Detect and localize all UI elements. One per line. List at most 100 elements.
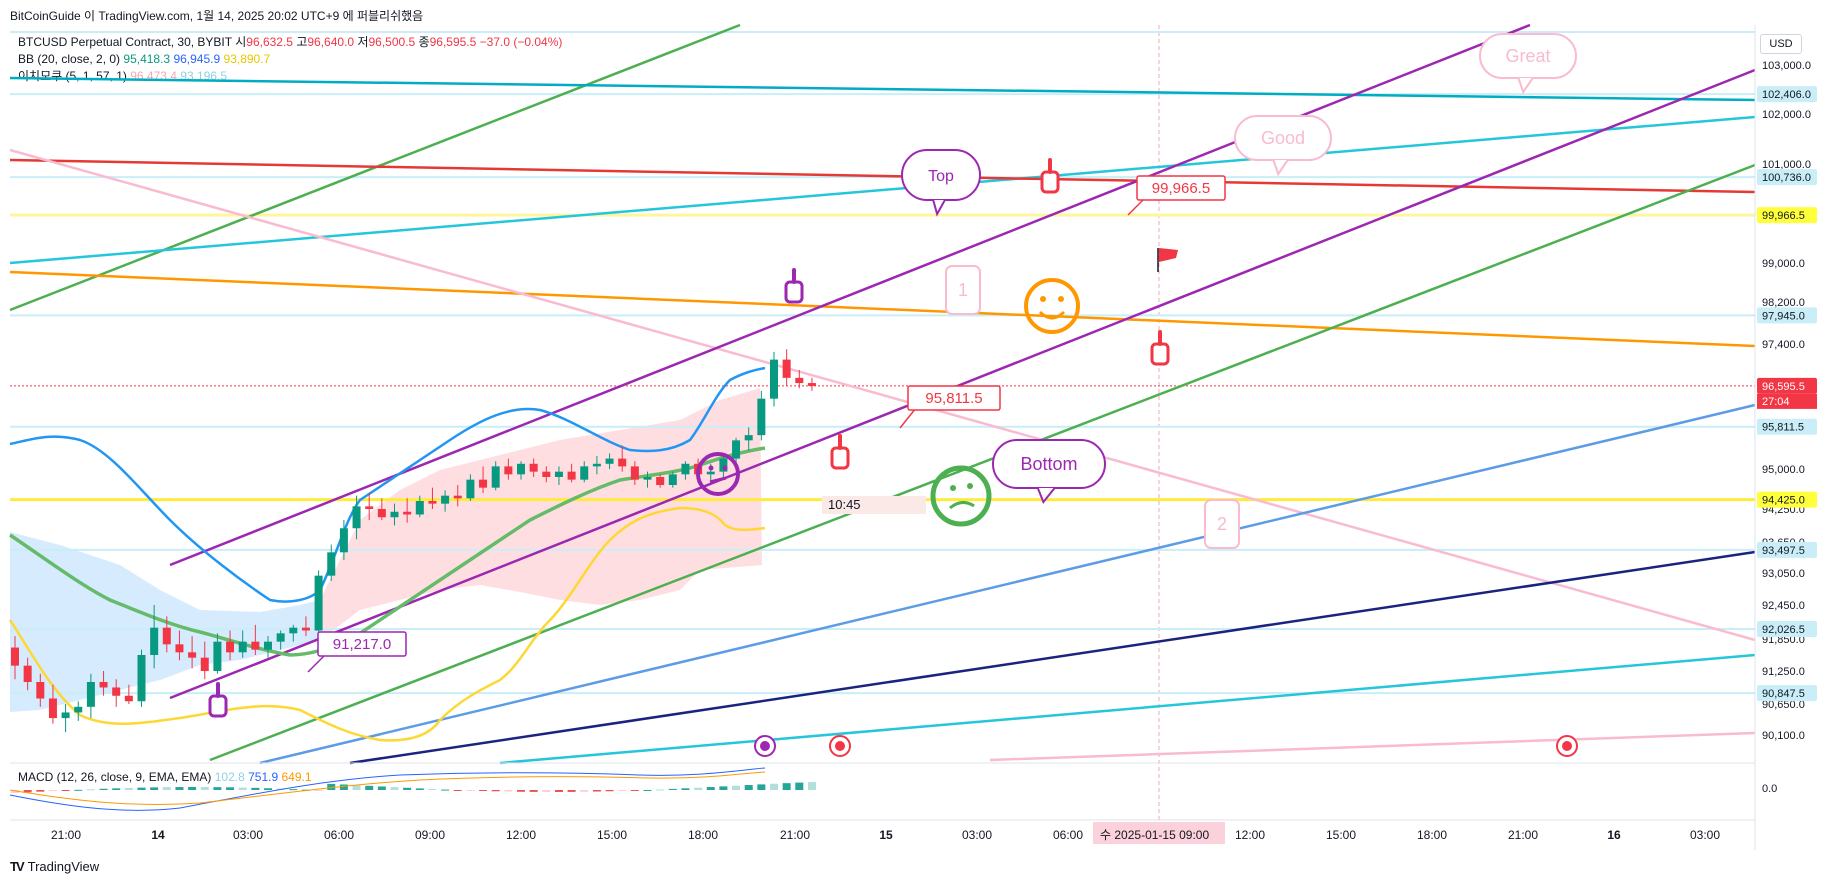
y-tick-label: 90,100.0 — [1762, 730, 1805, 742]
good-label: Good — [1261, 128, 1305, 148]
macd-histogram-bar — [137, 787, 146, 790]
x-tick-label: 18:00 — [1417, 828, 1447, 842]
macd-signal-value: 649.1 — [281, 770, 312, 784]
price-tag-label: 100,736.0 — [1762, 172, 1811, 184]
candle-body — [99, 682, 108, 688]
bb-basis-value: 95,418.3 — [123, 52, 171, 66]
candle-body — [605, 458, 614, 464]
price-tag-box — [1757, 685, 1817, 702]
good-bubble-tail — [1272, 159, 1289, 177]
candle-body — [415, 501, 424, 515]
macd-histogram-bar — [542, 790, 551, 792]
countdown-inline-label: 10:45 — [828, 497, 861, 512]
crosshair-date-box — [1093, 822, 1225, 844]
x-tick-label: 21:00 — [780, 828, 810, 842]
candle-body — [48, 698, 57, 719]
label-1-text: 1 — [958, 280, 968, 300]
price-note-95811-box — [907, 385, 1001, 411]
x-tick-label: 21:00 — [1508, 828, 1538, 842]
bb-label: BB (20, close, 2, 0) — [18, 52, 121, 66]
smiley-eye — [1040, 296, 1046, 302]
price-tag-box — [1757, 207, 1817, 224]
x-tick-label: 03:00 — [233, 828, 263, 842]
candle-body — [554, 471, 563, 477]
candle-body — [137, 655, 146, 702]
macd-histogram-bar — [554, 790, 563, 792]
bb-lower-value: 93,890.7 — [223, 52, 271, 66]
trend-line — [349, 550, 1756, 765]
x-tick-label: 15:00 — [597, 828, 627, 842]
price-tag-label: 95,811.5 — [1762, 422, 1804, 434]
macd-signal-line — [9, 771, 766, 806]
open-label: 시 — [235, 35, 247, 49]
sad-face-eye — [950, 485, 956, 491]
macd-legend[interactable]: MACD (12, 26, close, 9, EMA, EMA) 102.8 … — [18, 770, 312, 784]
x-tick-label: 16 — [1607, 828, 1621, 842]
candle-body — [466, 479, 475, 499]
price-note-99966-text: 99,966.5 — [1152, 180, 1210, 197]
macd-line — [9, 767, 766, 811]
macd-histogram-bar — [795, 782, 804, 790]
x-tick-label: 15:00 — [1326, 828, 1356, 842]
candle-body — [504, 466, 513, 475]
candle-body — [668, 474, 677, 485]
x-tick-label: 21:00 — [51, 828, 81, 842]
y-tick-label: 93,050.0 — [1762, 568, 1805, 580]
macd-histogram-bar — [592, 790, 601, 792]
candle-body — [162, 627, 171, 645]
macd-histogram-bar — [352, 785, 361, 790]
candle-body — [339, 528, 348, 553]
sad-face-eye — [967, 483, 973, 489]
candle-body — [732, 440, 741, 459]
sad-face-icon — [930, 465, 992, 527]
macd-histogram-bar — [99, 788, 108, 790]
candle-body — [301, 627, 310, 631]
tradingview-icon: TV — [10, 859, 25, 874]
high-value: 96,640.0 — [307, 35, 355, 49]
tradingview-logo-text: TradingView — [27, 859, 100, 874]
macd-histogram-bar — [428, 789, 437, 791]
bb-legend[interactable]: BB (20, close, 2, 0) 95,418.3 96,945.9 9… — [18, 52, 270, 66]
macd-histogram-bar — [213, 787, 222, 790]
macd-histogram-bar — [668, 788, 677, 790]
macd-label: MACD (12, 26, close, 9, EMA, EMA) — [18, 770, 212, 784]
x-tick-label: 15 — [879, 828, 893, 842]
currency-button[interactable]: USD — [1760, 34, 1802, 54]
macd-histogram-bar — [453, 790, 462, 791]
high-label: 고 — [296, 35, 308, 49]
candle-body — [377, 509, 386, 518]
neutral-face-mouth — [709, 476, 727, 484]
macd-histogram-bar — [807, 782, 816, 790]
neutral-face-eye — [708, 465, 714, 471]
macd-histogram-bar — [403, 787, 412, 790]
candle-body — [529, 463, 538, 472]
macd-histogram-bar — [238, 787, 247, 790]
candle-body — [479, 479, 488, 488]
y-tick-label: 97,400.0 — [1762, 339, 1805, 351]
y-tick-label: 102,000.0 — [1762, 109, 1811, 121]
candle-body — [289, 627, 298, 634]
candle-body — [175, 644, 184, 653]
x-tick-label: 03:00 — [1690, 828, 1720, 842]
candle-body — [238, 641, 247, 653]
bb-upper-value: 96,945.9 — [173, 52, 221, 66]
price-tag-box — [1757, 620, 1817, 637]
macd-histogram-bar — [200, 787, 209, 790]
candle-body — [807, 383, 816, 386]
hand-pointer-icon — [830, 446, 850, 470]
bb-upper-line — [9, 366, 766, 603]
crosshair-date: 수 2025-01-15 09:00 — [1100, 828, 1209, 842]
macd-histogram-bar — [529, 790, 538, 792]
candle-body — [567, 471, 576, 480]
macd-histogram-bar — [744, 785, 753, 790]
macd-histogram-bar — [23, 790, 32, 793]
macd-histogram-bar — [339, 784, 348, 790]
great-label: Great — [1505, 46, 1550, 66]
great-bubble-tail — [1517, 77, 1534, 95]
price-note-91217-box — [317, 631, 407, 657]
symbol-info[interactable]: BTCUSD Perpetual Contract, 30, BYBIT 시96… — [18, 35, 562, 49]
tradingview-logo[interactable]: TV TradingView — [10, 859, 99, 874]
candle-body — [517, 463, 525, 475]
macd-histogram-bar — [390, 787, 399, 790]
